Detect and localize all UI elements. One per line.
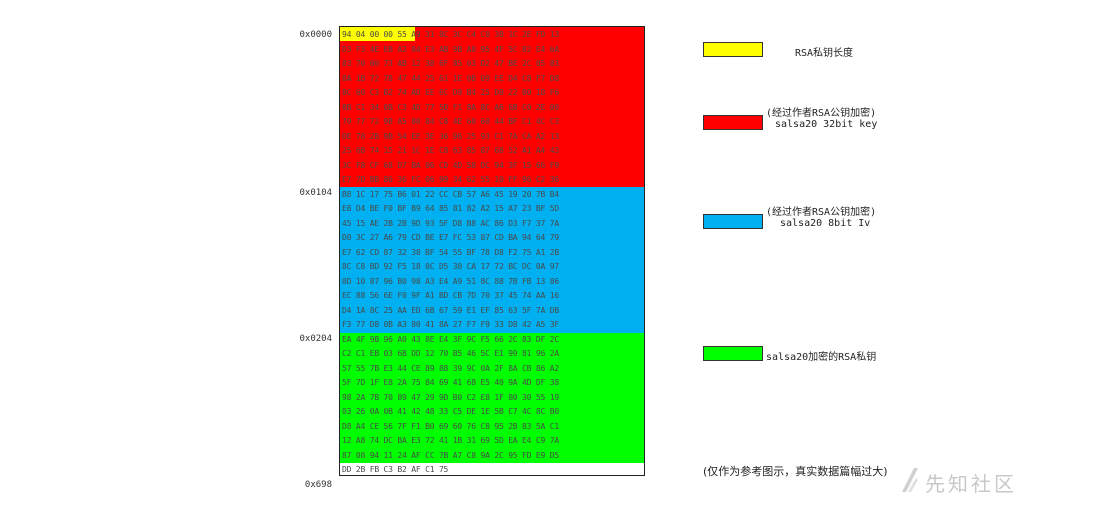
legend-label-rsa-length: RSA私钥长度 — [795, 48, 854, 59]
hex-row: EA 4F 9B 96 A0 43 8E E4 3F 9C F5 66 2C 8… — [342, 334, 559, 344]
hex-row: 70 77 72 98 A5 80 84 C8 4E 60 60 44 BF C… — [342, 117, 559, 126]
hex-row: D3 F3 4E EB A2 04 E3 AB 9B A8 95 4F 5C 8… — [342, 44, 559, 54]
hex-row: B8 1C 17 75 B6 01 22 CC CB 57 A6 45 19 2… — [342, 189, 559, 199]
legend-label-rsa-private: salsa20加密的RSA私钥 — [766, 352, 877, 363]
hex-row: E8 D4 BE F0 BF B9 64 85 81 82 A2 15 A7 2… — [342, 204, 559, 213]
hex-row: C2 C1 EB 03 6B DD 12 70 B5 46 5C E1 99 8… — [342, 349, 559, 358]
hex-row: 8B C1 34 0B C3 4D 77 5D F1 8A 8C A6 6B C… — [342, 102, 559, 112]
hex-row: 5F 7D 1F E8 2A 75 84 69 41 68 E5 40 9A 4… — [342, 378, 559, 387]
legend-swatch-iv — [703, 214, 763, 229]
hex-row: DE 78 2B 9B 54 EE 3E 36 96 25 93 C1 7A C… — [342, 131, 559, 141]
hex-row: F3 77 D8 0B A3 80 41 8A 27 F7 F9 33 D8 4… — [342, 320, 559, 329]
hex-row: 8C 60 C3 B2 74 AD EE 6C D9 B4 25 D8 22 0… — [342, 88, 559, 97]
hex-row: 57 55 7B E3 44 CE 89 88 39 9C 0A 2F 8A C… — [342, 363, 559, 373]
hex-row: E7 7D BB 86 36 FC 06 99 34 62 55 10 FF 9… — [342, 175, 559, 184]
hex-row: 8A 1B 72 78 47 44 25 61 1E 0B 09 EE D4 C… — [342, 73, 559, 83]
offset-label-0204: 0x0204 — [299, 334, 332, 344]
hex-row: 8C C8 BD 92 F5 18 0C D5 30 CA 17 72 BC D… — [342, 262, 559, 271]
watermark-text: 先知社区 — [925, 472, 1017, 496]
watermark-logo-icon — [902, 468, 918, 492]
key-region — [340, 27, 644, 187]
hex-row: 87 08 94 11 24 AF CC 7B A7 C8 9A 2C 95 F… — [342, 450, 559, 460]
legend-swatch-key — [703, 115, 763, 130]
hex-row: 0D 10 87 96 B0 98 A3 E4 A9 51 8C 88 7B F… — [342, 276, 559, 286]
hex-row: 45 15 AE 2B 2B 9D 93 5F D8 B8 AC 86 D3 F… — [342, 218, 559, 228]
hex-row: 94 04 00 00 55 A9 31 8C 3C C4 C0 38 1C 2… — [342, 30, 559, 39]
hex-row: 83 70 00 73 AB 12 38 6F 85 03 D2 47 BE 2… — [342, 59, 559, 68]
legend-label-key-header: (经过作者RSA公钥加密) — [766, 108, 877, 119]
hex-row: DD 2B FB C3 B2 AF C1 75 — [342, 465, 449, 474]
hex-dump-block: 94 04 00 00 55 A9 31 8C 3C C4 C0 38 1C 2… — [339, 26, 645, 476]
legend-label-iv-header: (经过作者RSA公钥加密) — [766, 207, 877, 218]
rsa-region — [340, 333, 644, 463]
reference-note: (仅作为参考图示，真实数据篇幅过大) — [703, 465, 888, 478]
offset-label-0000: 0x0000 — [299, 30, 332, 40]
hex-row: 03 26 0A 0B 41 42 48 33 C5 DE 1E 5B C7 4… — [342, 407, 559, 416]
legend-label-iv: salsa20 8bit Iv — [780, 218, 871, 229]
hex-row: D0 3C 27 A6 79 CD BE E7 FC 53 87 CD BA 9… — [342, 233, 559, 242]
hex-row: E7 62 CD 87 32 38 BF 54 55 BF 78 D8 F2 7… — [342, 247, 559, 257]
legend-swatch-rsa-private — [703, 346, 763, 361]
iv-region — [340, 187, 644, 333]
hex-row: EC 88 56 6E F0 9F A1 BD CB 7D 70 37 45 7… — [342, 291, 559, 300]
offset-label-0104: 0x0104 — [299, 188, 332, 198]
hex-row: 98 2A 7B 70 89 47 29 9D B0 C2 E8 1F 80 3… — [342, 392, 559, 402]
rsa-length-highlight — [340, 27, 415, 41]
offset-label-0698: 0x698 — [304, 480, 332, 490]
hex-row: 12 A8 74 DC BA E3 72 41 1B 31 69 5D EA E… — [342, 436, 559, 445]
legend-swatch-rsa-length — [703, 42, 763, 57]
hex-row: D4 1A 8C 25 AA ED 6B 67 59 E1 EF 85 63 5… — [342, 305, 559, 315]
hex-row: 25 6B 74 15 21 1C 1E C8 63 85 87 68 52 A… — [342, 146, 559, 155]
hex-row: 3C F8 CF 68 D7 BA 06 CD 4D 58 DC 94 3F 1… — [342, 160, 559, 170]
legend-label-key: salsa20 32bit key — [775, 119, 878, 130]
hex-row: D8 A4 CE 56 7F F1 B0 69 60 76 C8 95 2B 8… — [342, 421, 559, 431]
